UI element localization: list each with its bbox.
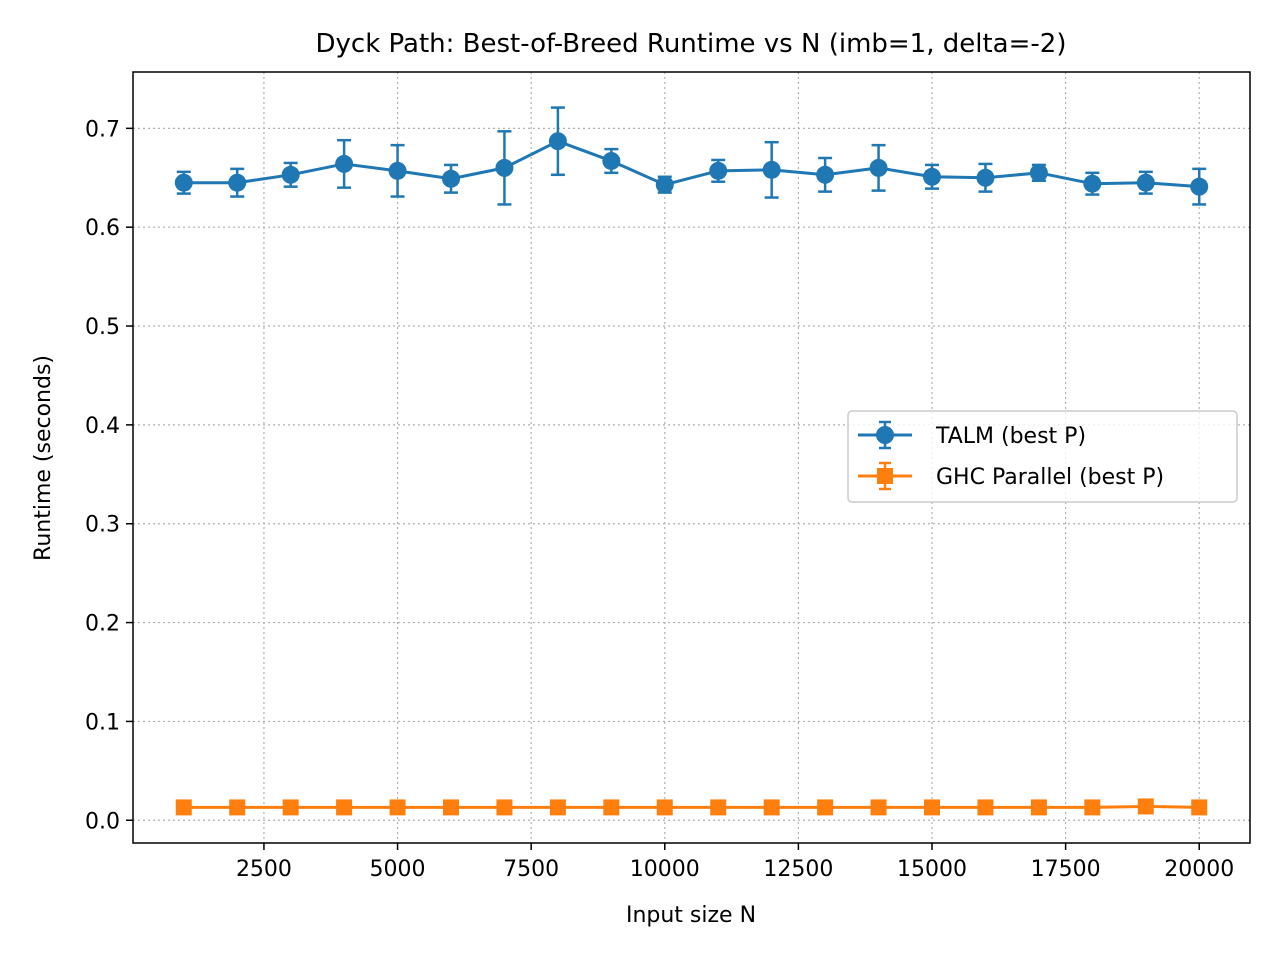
data-point <box>1083 174 1102 193</box>
data-point <box>496 799 513 816</box>
x-tick-label: 7500 <box>503 857 559 882</box>
y-tick-label: 0.2 <box>85 612 120 637</box>
data-point <box>442 799 459 816</box>
data-point <box>549 799 566 816</box>
legend-marker <box>876 426 894 444</box>
data-point <box>336 799 353 816</box>
data-point <box>388 161 407 180</box>
data-point <box>977 799 994 816</box>
legend-entry-talm: TALM (best P) <box>858 420 1086 450</box>
y-axis-ticks: 0.0 0.1 0.2 0.3 0.4 0.5 0.6 0.7 <box>85 117 133 834</box>
y-tick-label: 0.0 <box>85 809 120 834</box>
y-tick-label: 0.5 <box>85 315 120 340</box>
data-point <box>389 799 406 816</box>
data-point <box>763 799 780 816</box>
y-axis-label: Runtime (seconds) <box>31 355 56 561</box>
data-point <box>175 799 192 816</box>
legend-entry-ghc-parallel: GHC Parallel (best P) <box>858 461 1164 491</box>
legend-marker <box>877 468 893 484</box>
data-point <box>335 154 354 173</box>
data-point <box>1084 799 1101 816</box>
x-tick-label: 2500 <box>236 857 292 882</box>
data-point <box>1191 799 1208 816</box>
data-point <box>762 160 781 179</box>
data-point <box>656 799 673 816</box>
x-tick-label: 20000 <box>1164 857 1234 882</box>
data-point <box>923 167 942 186</box>
data-point <box>709 161 728 180</box>
legend-label-talm: TALM (best P) <box>935 424 1086 449</box>
data-point <box>655 175 674 194</box>
data-point <box>1029 163 1048 182</box>
data-point <box>869 158 888 177</box>
data-point <box>603 799 620 816</box>
series-0 <box>174 106 1209 206</box>
data-point <box>228 173 247 192</box>
y-tick-label: 0.6 <box>85 216 120 241</box>
legend-label-ghc-parallel: GHC Parallel (best P) <box>936 465 1164 490</box>
data-point <box>174 173 193 192</box>
data-point <box>495 158 514 177</box>
data-point <box>817 799 834 816</box>
x-tick-label: 12500 <box>763 857 833 882</box>
data-point <box>441 169 460 188</box>
x-tick-label: 15000 <box>897 857 967 882</box>
data-point <box>870 799 887 816</box>
data-point <box>602 151 621 170</box>
y-tick-label: 0.7 <box>85 117 120 142</box>
series-line <box>183 804 1200 809</box>
legend-box <box>847 410 1238 503</box>
data-point <box>976 168 995 187</box>
x-tick-label: 17500 <box>1031 857 1101 882</box>
data-point <box>548 132 567 151</box>
data-point <box>281 165 300 184</box>
data-point <box>710 799 727 816</box>
x-tick-label: 5000 <box>370 857 426 882</box>
data-point <box>1190 177 1209 196</box>
x-axis-ticks: 2500 5000 7500 10000 12500 15000 17500 20000 <box>236 843 1234 882</box>
y-tick-label: 0.3 <box>85 513 120 538</box>
data-point <box>1136 173 1155 192</box>
chart-title: Dyck Path: Best-of-Breed Runtime vs N (i… <box>316 29 1067 59</box>
series-1 <box>175 798 1208 816</box>
y-tick-label: 0.4 <box>85 414 120 439</box>
data-point <box>1137 798 1154 815</box>
data-point <box>924 799 941 816</box>
x-axis-label: Input size N <box>626 903 756 928</box>
data-point <box>816 165 835 184</box>
data-point <box>282 799 299 816</box>
data-point <box>229 799 246 816</box>
data-series <box>174 106 1209 816</box>
plot-area-frame <box>132 71 1251 844</box>
legend: TALM (best P) GHC Parallel (best P) <box>847 410 1238 503</box>
x-tick-label: 10000 <box>630 857 700 882</box>
y-tick-label: 0.1 <box>85 710 120 735</box>
data-point <box>1030 799 1047 816</box>
